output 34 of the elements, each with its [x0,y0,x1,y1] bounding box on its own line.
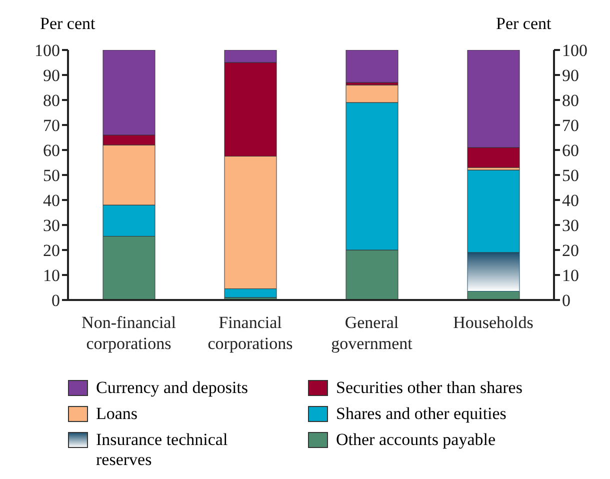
y2-tick-label: 0 [562,291,570,310]
legend-label: Other accounts payable [336,430,497,450]
legend-label: Securities other than shares [336,378,524,398]
y-tick-label: 30 [43,216,60,236]
y2-tick-label: 40 [562,191,579,210]
y-tick-label: 50 [43,166,60,186]
y-tick-label: 10 [43,266,60,286]
x-tick-label: Households [453,313,534,332]
y-tick-label: 40 [43,191,60,210]
y2-axis-title: Per cent [496,14,552,34]
legend-label: Insurance technical reserves [96,430,229,470]
y2-tick-label: 80 [562,91,579,110]
y2-tick-label: 100 [562,41,588,60]
y-tick-label: 90 [43,66,60,86]
legend-label: Loans [96,404,139,424]
y-tick-label: 0 [52,291,60,310]
y2-tick-label: 10 [562,266,579,286]
legend-label: Shares and other equities [336,404,508,424]
legend-label: Currency and deposits [96,378,250,398]
y-tick-label: 100 [34,41,60,60]
x-tick-label: General government [331,313,413,353]
y2-tick-label: 30 [562,216,579,236]
y-tick-label: 70 [43,116,60,136]
y2-tick-label: 50 [562,166,579,186]
y-axis-title: Per cent [40,14,96,34]
y-tick-label: 20 [43,241,60,260]
y2-tick-label: 60 [562,141,579,160]
y2-tick-label: 90 [562,66,579,86]
x-tick-label: Financial corporations [208,313,293,353]
y2-tick-label: 70 [562,116,579,136]
y-tick-label: 60 [43,141,60,160]
y-tick-label: 80 [43,91,60,110]
x-tick-label: Non-financial corporations [82,313,176,353]
y2-tick-label: 20 [562,241,579,260]
